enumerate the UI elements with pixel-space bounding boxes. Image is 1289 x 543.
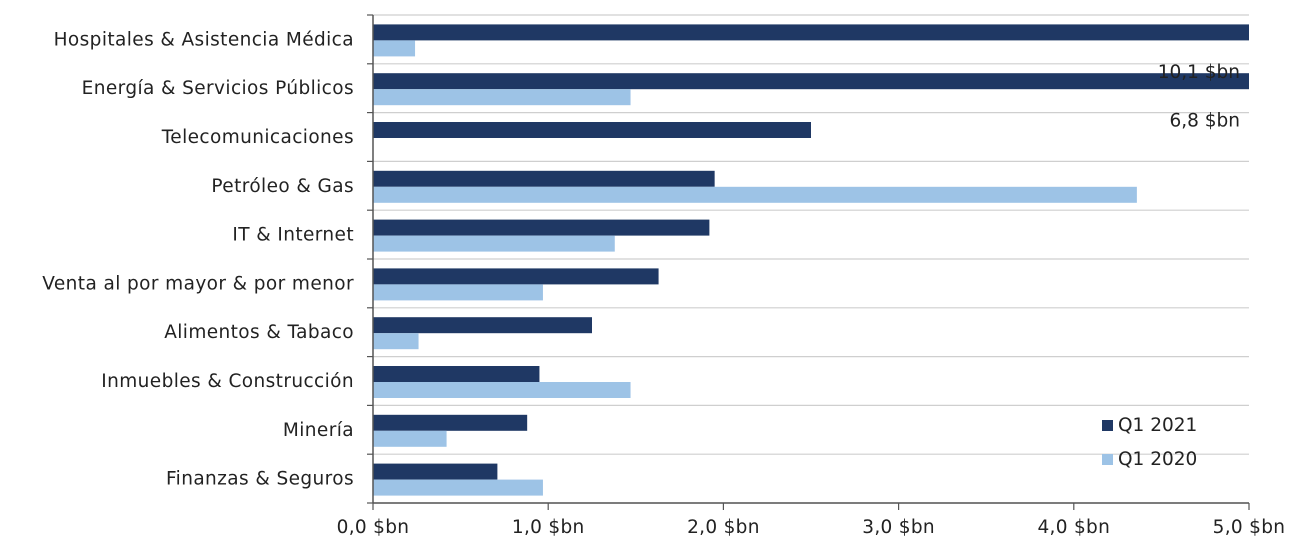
legend: Q1 2021 Q1 2020: [1102, 415, 1197, 470]
bar-q1-2020: [373, 430, 447, 447]
bar-q1-2021: [373, 366, 540, 382]
category-label: Alimentos & Tabaco: [164, 322, 354, 343]
value-annotation: 10,1 $bn: [1158, 62, 1240, 83]
value-annotation: 6,8 $bn: [1169, 111, 1240, 132]
category-label: Minería: [283, 420, 354, 441]
legend-swatch: [1102, 454, 1113, 465]
bar-q1-2020: [373, 284, 543, 301]
bars-layer: [373, 24, 1249, 496]
legend-swatch: [1102, 420, 1113, 431]
bar-q1-2021: [373, 268, 659, 285]
bar-q1-2021: [373, 317, 592, 334]
bar-q1-2020: [373, 40, 416, 57]
x-tick-label: 0,0 $bn: [337, 517, 410, 538]
category-label: Energía & Servicios Públicos: [82, 78, 354, 99]
category-label: Hospitales & Asistencia Médica: [54, 29, 354, 50]
bar-q1-2021: [373, 463, 498, 480]
x-tick-label: 1,0 $bn: [512, 517, 585, 538]
bar-q1-2020: [373, 235, 615, 252]
bar-q1-2021: [373, 122, 811, 138]
category-label: Inmuebles & Construcción: [101, 371, 354, 392]
axis-layer: 0,0 $bn 1,0 $bn 2,0 $bn 3,0 $bn 4,0 $bn 5,0 $…: [337, 14, 1286, 538]
bar-q1-2021: [373, 414, 528, 431]
category-label: IT & Internet: [232, 225, 354, 246]
legend-label: Q1 2021: [1118, 415, 1197, 436]
x-tick-label: 3,0 $bn: [862, 517, 935, 538]
bar-q1-2020: [373, 186, 1137, 203]
legend-label: Q1 2020: [1118, 449, 1197, 470]
bar-q1-2021: [373, 24, 1249, 41]
labels-layer: Hospitales & Asistencia Médica Energía & …: [42, 29, 1240, 489]
bar-q1-2020: [373, 89, 631, 106]
bar-q1-2021: [373, 219, 710, 236]
x-tick-label: 5,0 $bn: [1213, 517, 1286, 538]
category-label: Finanzas & Seguros: [166, 469, 354, 490]
x-tick-label: 4,0 $bn: [1037, 517, 1110, 538]
x-tick-label: 2,0 $bn: [687, 517, 760, 538]
bar-q1-2020: [373, 382, 631, 398]
bar-q1-2021: [373, 170, 715, 187]
bar-q1-2020: [373, 333, 419, 350]
bar-q1-2021: [373, 73, 1249, 90]
category-label: Venta al por mayor & por menor: [42, 273, 354, 294]
category-label: Telecomunicaciones: [161, 127, 354, 148]
category-label: Petróleo & Gas: [211, 176, 354, 197]
bar-q1-2020: [373, 479, 543, 496]
